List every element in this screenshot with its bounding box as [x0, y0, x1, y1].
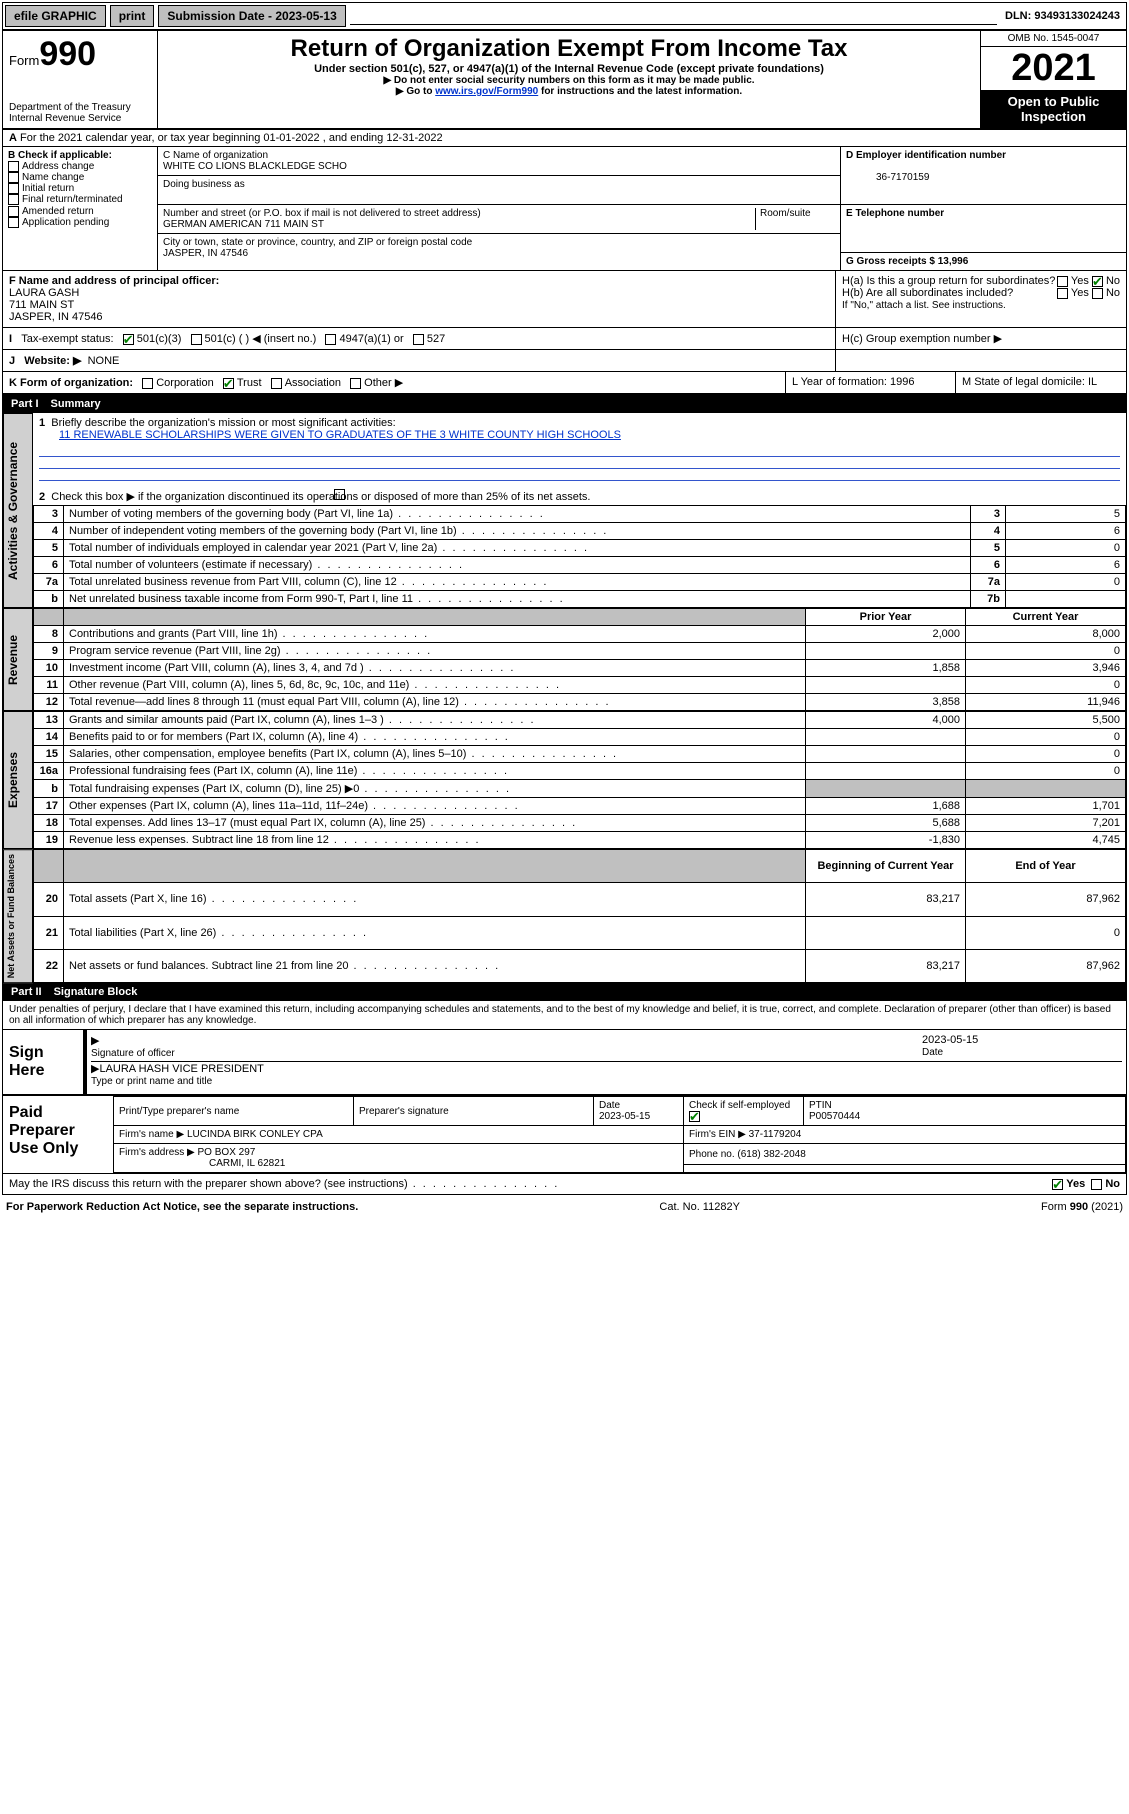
cb-501c3[interactable]: [123, 334, 134, 345]
part1-header: Part ISummary: [3, 395, 1126, 413]
org-city: JASPER, IN 47546: [163, 248, 248, 259]
hb-label: H(b) Are all subordinates included?: [842, 287, 1013, 299]
l2-label: Check this box ▶ if the organization dis…: [51, 491, 590, 503]
cb-corp[interactable]: [142, 378, 153, 389]
cb-trust[interactable]: [223, 378, 234, 389]
i-label: Tax-exempt status:: [21, 333, 113, 345]
l1-label: Briefly describe the organization's miss…: [51, 417, 395, 429]
cb-ha-yes[interactable]: [1057, 276, 1068, 287]
room-label: Room/suite: [760, 208, 811, 219]
cb-address-change[interactable]: [8, 161, 19, 172]
topbar: efile GRAPHIC print Submission Date - 20…: [3, 3, 1126, 31]
cb-initial-return[interactable]: [8, 183, 19, 194]
cb-527[interactable]: [413, 334, 424, 345]
f-label: F Name and address of principal officer:: [9, 275, 219, 287]
org-address: GERMAN AMERICAN 711 MAIN ST: [163, 219, 324, 230]
tab-net-assets: Net Assets or Fund Balances: [3, 849, 33, 983]
g-label: G Gross receipts $ 13,996: [846, 256, 968, 267]
paid-preparer-label: Paid Preparer Use Only: [3, 1096, 113, 1173]
tab-revenue: Revenue: [3, 608, 33, 711]
ha-label: H(a) Is this a group return for subordin…: [842, 275, 1055, 287]
officer-name: LAURA GASH: [9, 287, 79, 299]
section-b-label: B Check if applicable:: [8, 150, 112, 161]
mission-text: 11 RENEWABLE SCHOLARSHIPS WERE GIVEN TO …: [39, 429, 621, 441]
cb-amended[interactable]: [8, 206, 19, 217]
c-name-label: C Name of organization: [163, 150, 268, 161]
line-a: A For the 2021 calendar year, or tax yea…: [3, 130, 1126, 147]
governance-table: 3Number of voting members of the governi…: [33, 505, 1126, 608]
subtitle-3: ▶ Go to www.irs.gov/Form990 for instruct…: [164, 86, 974, 97]
efile-label: efile GRAPHIC: [5, 5, 106, 27]
tab-governance: Activities & Governance: [3, 413, 33, 608]
form-990-page: efile GRAPHIC print Submission Date - 20…: [2, 2, 1127, 1195]
sign-here-label: Sign Here: [3, 1030, 83, 1094]
firm-addr1: PO BOX 297: [198, 1147, 256, 1158]
dept-label: Department of the Treasury: [9, 102, 151, 113]
addr-label: Number and street (or P.O. box if mail i…: [163, 208, 481, 219]
m-state: M State of legal domicile: IL: [956, 372, 1126, 393]
preparer-table: Print/Type preparer's name Preparer's si…: [113, 1096, 1126, 1173]
ein: 36-7170159: [846, 172, 929, 183]
cb-discuss-yes[interactable]: [1052, 1179, 1063, 1190]
name-title-label: Type or print name and title: [91, 1076, 212, 1087]
org-name: WHITE CO LIONS BLACKLEDGE SCHO: [163, 161, 347, 172]
omb-number: OMB No. 1545-0047: [981, 31, 1126, 47]
cb-assoc[interactable]: [271, 378, 282, 389]
officer-addr1: 711 MAIN ST: [9, 299, 74, 311]
cb-hb-yes[interactable]: [1057, 288, 1068, 299]
city-label: City or town, state or province, country…: [163, 237, 472, 248]
hc-label: H(c) Group exemption number ▶: [842, 333, 1002, 345]
cb-discontinued[interactable]: [334, 489, 345, 500]
expenses-table: 13Grants and similar amounts paid (Part …: [33, 711, 1126, 849]
j-label: Website: ▶: [24, 355, 81, 367]
form-header: Form990 Department of the Treasury Inter…: [3, 31, 1126, 130]
submission-date: Submission Date - 2023-05-13: [158, 5, 345, 27]
page-footer: For Paperwork Reduction Act Notice, see …: [0, 1197, 1129, 1217]
cb-name-change[interactable]: [8, 172, 19, 183]
form-number: Form990: [9, 35, 151, 74]
discuss-row: May the IRS discuss this return with the…: [3, 1173, 1126, 1194]
firm-name: LUCINDA BIRK CONLEY CPA: [187, 1129, 323, 1140]
ptin: P00570444: [809, 1111, 860, 1122]
print-button[interactable]: print: [110, 5, 155, 27]
officer-addr2: JASPER, IN 47546: [9, 311, 103, 323]
tab-expenses: Expenses: [3, 711, 33, 849]
cb-other[interactable]: [350, 378, 361, 389]
irs-label: Internal Revenue Service: [9, 113, 151, 124]
cb-ha-no[interactable]: [1092, 276, 1103, 287]
d-label: D Employer identification number: [846, 150, 1006, 161]
entity-grid: B Check if applicable: Address change Na…: [3, 147, 1126, 270]
sig-date: 2023-05-15: [922, 1034, 978, 1046]
officer-printed-name: LAURA HASH VICE PRESIDENT: [99, 1063, 263, 1075]
officer-sig-label: Signature of officer: [91, 1048, 175, 1059]
declaration: Under penalties of perjury, I declare th…: [3, 1001, 1126, 1029]
subtitle-2: ▶ Do not enter social security numbers o…: [164, 75, 974, 86]
firm-phone: (618) 382-2048: [737, 1149, 805, 1160]
subtitle-1: Under section 501(c), 527, or 4947(a)(1)…: [164, 63, 974, 75]
revenue-table: Prior YearCurrent Year8Contributions and…: [33, 608, 1126, 711]
dba-label: Doing business as: [163, 179, 245, 190]
firm-ein: 37-1179204: [749, 1129, 802, 1140]
cb-discuss-no[interactable]: [1091, 1179, 1102, 1190]
l-year: L Year of formation: 1996: [786, 372, 956, 393]
e-label: E Telephone number: [846, 208, 944, 219]
k-label: K Form of organization:: [9, 377, 133, 389]
website: NONE: [88, 355, 120, 367]
instructions-link[interactable]: www.irs.gov/Form990: [435, 86, 538, 97]
tax-year: 2021: [981, 47, 1126, 90]
open-inspection: Open to Public Inspection: [981, 90, 1126, 128]
net-assets-table: Beginning of Current YearEnd of Year20To…: [33, 849, 1126, 983]
cb-501c[interactable]: [191, 334, 202, 345]
cb-app-pending[interactable]: [8, 217, 19, 228]
cb-4947[interactable]: [325, 334, 336, 345]
cb-self-employed[interactable]: [689, 1111, 700, 1122]
form-title: Return of Organization Exempt From Incom…: [164, 35, 974, 63]
part2-header: Part IISignature Block: [3, 983, 1126, 1001]
cb-final-return[interactable]: [8, 194, 19, 205]
dln: DLN: 93493133024243: [999, 7, 1126, 25]
hb-note: If "No," attach a list. See instructions…: [842, 300, 1006, 311]
date-label: Date: [922, 1047, 943, 1058]
firm-addr2: CARMI, IL 62821: [119, 1158, 285, 1169]
cb-hb-no[interactable]: [1092, 288, 1103, 299]
